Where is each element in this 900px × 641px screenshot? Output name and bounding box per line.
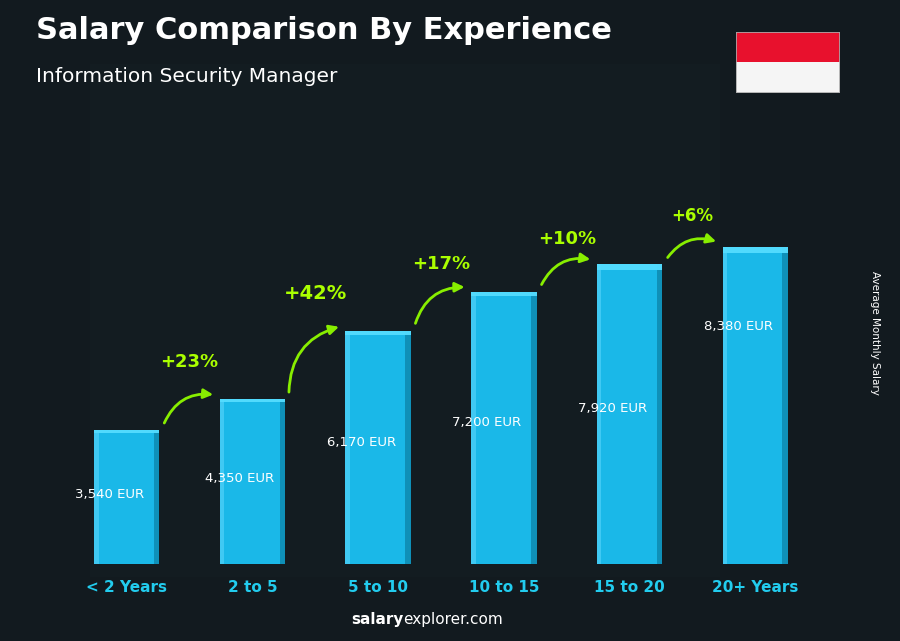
Text: 4,350 EUR: 4,350 EUR [204,472,274,485]
Text: 7,200 EUR: 7,200 EUR [453,416,521,429]
Bar [782,247,788,564]
Bar [736,63,840,93]
Bar [346,331,350,564]
Text: +6%: +6% [671,207,714,226]
Bar [94,430,159,433]
Bar [472,292,476,564]
Bar [531,292,536,564]
Bar [280,399,285,564]
Bar [597,264,662,270]
Bar [220,399,224,564]
Text: +42%: +42% [284,284,346,303]
Bar [597,264,601,564]
Bar [736,32,840,63]
Text: salary: salary [351,612,403,627]
Bar [597,264,662,564]
Bar [220,399,285,403]
Bar [94,430,159,564]
Text: 3,540 EUR: 3,540 EUR [76,488,144,501]
Text: 6,170 EUR: 6,170 EUR [327,436,396,449]
Text: +10%: +10% [537,230,596,248]
Text: Average Monthly Salary: Average Monthly Salary [869,271,880,395]
Bar [472,292,536,564]
Text: +17%: +17% [412,254,470,272]
Bar [472,292,536,297]
Bar [723,247,788,253]
Text: 8,380 EUR: 8,380 EUR [704,320,773,333]
Text: +23%: +23% [160,353,219,371]
Text: Salary Comparison By Experience: Salary Comparison By Experience [36,16,612,45]
Bar [723,247,727,564]
Bar [90,64,720,577]
Bar [723,247,788,564]
Bar [346,331,410,564]
Text: Information Security Manager: Information Security Manager [36,67,338,87]
Bar [657,264,662,564]
Bar [220,399,285,564]
Text: explorer.com: explorer.com [403,612,503,627]
Bar [346,331,410,335]
Bar [405,331,410,564]
Bar [94,430,99,564]
Text: 7,920 EUR: 7,920 EUR [578,402,647,415]
Bar [154,430,159,564]
